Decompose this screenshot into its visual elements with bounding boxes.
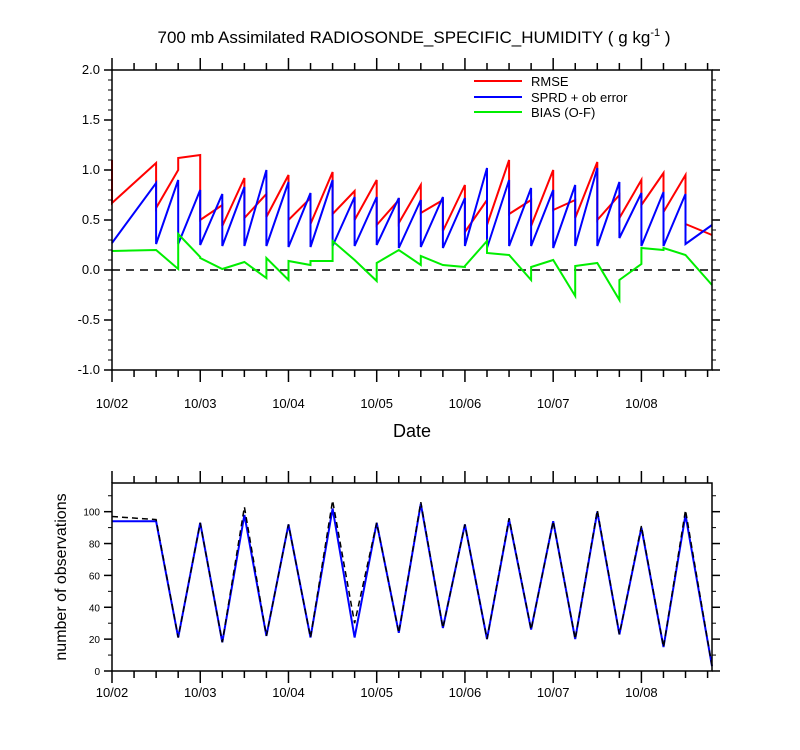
y-tick-label: 100 — [83, 508, 100, 519]
bottom-y-axis: 0 20 40 60 80 100 — [83, 495, 720, 678]
series-line-sprd-ob-error — [111, 167, 713, 249]
y-tick-label: 1.5 — [82, 112, 100, 127]
y-tick-label: 1.0 — [82, 162, 100, 177]
y-tick-label: -1.0 — [78, 362, 100, 377]
bottom-series-group — [111, 500, 713, 667]
x-tick-label: 10/03 — [184, 685, 217, 700]
y-tick-label: 40 — [89, 603, 101, 614]
x-tick-label: 10/02 — [96, 685, 129, 700]
y-tick-label: 60 — [89, 571, 101, 582]
y-tick-label: 0.0 — [82, 262, 100, 277]
top-y-axis: -1.0 -0.5 0.0 0.5 1.0 1.5 2.0 — [78, 62, 720, 377]
series-line-assimilated — [112, 503, 713, 667]
x-tick-label: 10/06 — [449, 685, 482, 700]
x-tick-label: 10/08 — [625, 685, 658, 700]
x-tick-label: 10/04 — [272, 396, 305, 411]
legend-rmse-label: RMSE — [531, 74, 569, 89]
y-axis-label-observations: number of observations — [53, 493, 70, 660]
top-series-group — [111, 153, 713, 304]
series-line-possible — [111, 500, 713, 667]
y-tick-label: 0.5 — [82, 212, 100, 227]
x-tick-label: 10/06 — [449, 396, 482, 411]
bottom-plot-frame — [111, 482, 713, 672]
x-tick-label: 10/07 — [537, 685, 570, 700]
series-line-bias-o-f — [111, 231, 713, 304]
legend-bias-label: BIAS (O-F) — [531, 105, 595, 120]
legend-sprd-label: SPRD + ob error — [531, 90, 628, 105]
y-tick-label: 2.0 — [82, 62, 100, 77]
x-tick-label: 10/05 — [360, 685, 393, 700]
bottom-x-axis: 10/02 10/03 10/04 10/05 10/06 10/07 10/08 — [96, 471, 709, 700]
series-line-rmse — [111, 153, 713, 236]
y-tick-label: 20 — [89, 635, 101, 646]
legend: RMSE SPRD + ob error BIAS (O-F) — [474, 74, 628, 120]
top-x-axis: 10/02 10/03 10/04 10/05 10/06 10/07 10/08 — [96, 58, 709, 411]
chart-title: 700 mb Assimilated RADIOSONDE_SPECIFIC_H… — [158, 27, 671, 47]
x-tick-label: 10/07 — [537, 396, 570, 411]
y-tick-label: 0 — [94, 667, 100, 678]
y-tick-label: 80 — [89, 540, 101, 551]
title-superscript: -1 — [650, 27, 660, 39]
x-axis-label: Date — [393, 421, 431, 441]
x-tick-label: 10/02 — [96, 396, 129, 411]
x-tick-label: 10/05 — [360, 396, 393, 411]
x-tick-label: 10/08 — [625, 396, 658, 411]
y-tick-label: -0.5 — [78, 312, 100, 327]
rmse-panel: 700 mb Assimilated RADIOSONDE_SPECIFIC_H… — [78, 27, 720, 441]
x-tick-label: 10/04 — [272, 685, 305, 700]
x-tick-label: 10/03 — [184, 396, 217, 411]
